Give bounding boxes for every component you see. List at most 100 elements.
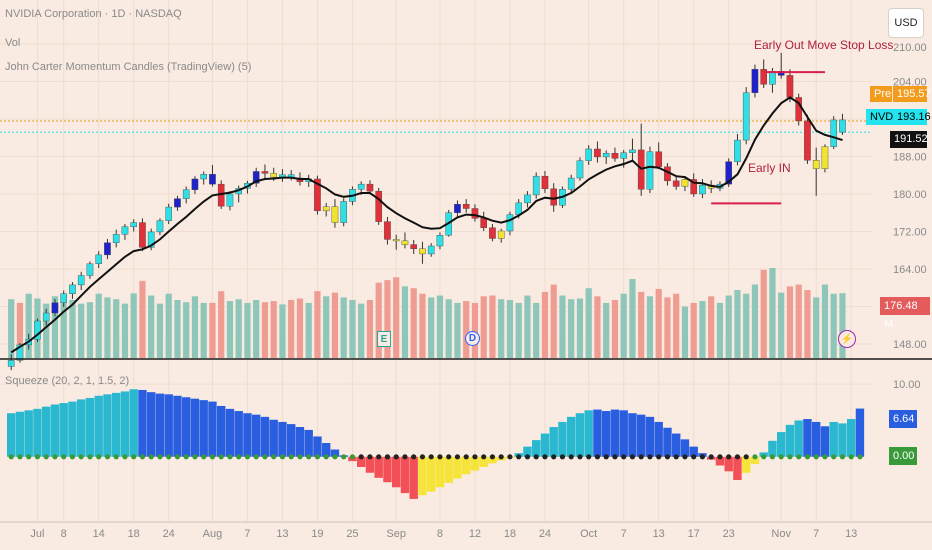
momentum-bar <box>689 446 698 457</box>
candle-body <box>130 222 138 227</box>
volume-bar <box>270 301 277 358</box>
volume-bar <box>200 302 207 358</box>
squeeze-dot <box>104 454 111 460</box>
momentum-bar <box>85 397 95 457</box>
momentum-bar <box>418 456 427 496</box>
squeeze-dot <box>612 454 618 460</box>
momentum-bar <box>829 421 838 457</box>
volume-bar <box>751 284 759 358</box>
momentum-bar <box>610 409 620 457</box>
volume-bar <box>480 296 487 358</box>
momentum-bar <box>374 456 383 478</box>
volume-bar <box>358 303 365 358</box>
lightning-icon[interactable]: ⚡ <box>838 330 856 348</box>
squeeze-dot <box>253 454 259 460</box>
volume-bar <box>393 277 400 358</box>
volume-bar <box>489 295 496 358</box>
momentum-bar <box>164 394 173 457</box>
earnings-marker[interactable]: E <box>377 331 391 347</box>
momentum-bar <box>190 398 200 457</box>
squeeze-dot <box>402 454 408 460</box>
volume-bar <box>419 293 426 358</box>
momentum-bar <box>260 416 270 457</box>
squeeze-dot <box>682 454 688 460</box>
candle-body <box>576 160 584 179</box>
volume-legend[interactable]: Vol <box>5 37 21 49</box>
squeeze-dot <box>262 454 268 460</box>
candle-body <box>419 248 426 255</box>
squeeze-dot <box>498 454 504 460</box>
momentum-bar <box>217 405 226 457</box>
candle-body <box>104 242 111 256</box>
volume-bar <box>323 296 330 358</box>
momentum-bar <box>269 419 278 457</box>
candle-body <box>77 275 85 286</box>
candle-body <box>34 320 41 340</box>
squeeze-dot <box>131 454 137 460</box>
squeeze-dot <box>507 454 513 460</box>
volume-bar <box>778 292 785 358</box>
squeeze-dot <box>594 454 601 460</box>
volume-bar <box>349 299 356 358</box>
momentum-bar <box>278 421 287 457</box>
candle-body <box>751 69 759 93</box>
momentum-bar <box>42 406 51 457</box>
volume-bar <box>471 302 479 358</box>
squeeze-dot <box>568 454 574 460</box>
x-tick-label: 14 <box>93 528 105 540</box>
volume-bar <box>664 297 671 358</box>
squeeze-dot <box>621 454 627 460</box>
x-tick-label: 17 <box>688 528 700 540</box>
momentum-bar <box>365 456 375 473</box>
squeeze-dot <box>664 454 671 460</box>
dividend-marker[interactable]: D <box>465 331 480 346</box>
volume-bar <box>95 293 102 358</box>
momentum-bar <box>803 419 812 457</box>
squeeze-dot <box>367 454 373 460</box>
x-tick-label: 8 <box>437 528 443 540</box>
squeeze-dot <box>288 454 294 460</box>
volume-bar <box>725 295 732 358</box>
candle-body <box>821 146 829 169</box>
squeeze-dot <box>533 454 539 460</box>
currency-button[interactable]: USD <box>888 8 924 38</box>
volume-bar <box>533 302 540 358</box>
squeeze-dot <box>78 454 84 460</box>
candle-body <box>567 177 575 190</box>
indicator-legend[interactable]: John Carter Momentum Candles (TradingVie… <box>5 61 252 73</box>
squeeze-dot <box>857 454 863 460</box>
momentum-bar <box>768 440 777 457</box>
momentum-bar <box>427 456 436 492</box>
momentum-bar <box>287 424 296 457</box>
volume-bar <box>436 295 444 358</box>
volume-bar <box>445 299 452 358</box>
candle-body <box>252 171 260 184</box>
candle-body <box>209 174 216 185</box>
x-tick-label: Sep <box>386 528 406 540</box>
volume-bar <box>183 302 190 358</box>
squeeze-dot <box>323 454 329 460</box>
momentum-bar <box>155 393 165 457</box>
pre-label: Pre <box>870 86 892 102</box>
momentum-bar <box>488 456 497 464</box>
momentum-bar <box>645 416 655 457</box>
squeeze-dot <box>236 454 242 460</box>
squeeze-dot <box>848 454 854 460</box>
momentum-bar <box>15 411 25 457</box>
volume-value: 176.48 M <box>880 297 930 330</box>
squeeze-legend[interactable]: Squeeze (20, 2, 1, 1.5, 2) <box>5 375 130 387</box>
volume-bar <box>594 296 601 358</box>
candle-body <box>480 218 488 228</box>
candle-body <box>471 208 479 219</box>
candle-body <box>427 245 435 255</box>
volume-bar <box>734 290 741 358</box>
candle-body <box>646 151 654 190</box>
symbol-legend[interactable]: NVIDIA Corporation · 1D · NASDAQ <box>5 8 182 20</box>
candle-body <box>585 148 592 161</box>
momentum-bar <box>94 395 103 457</box>
momentum-bar <box>129 389 138 457</box>
squeeze-tick-label: 10.00 <box>893 379 921 391</box>
candle-body <box>681 179 689 187</box>
